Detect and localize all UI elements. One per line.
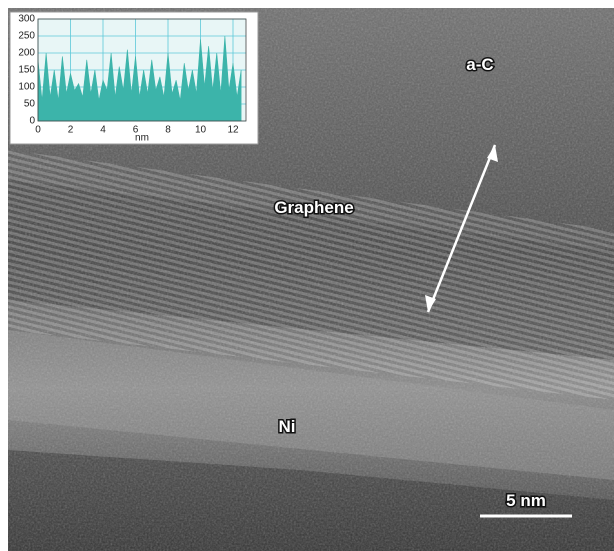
label-a-c: a-C bbox=[466, 55, 493, 74]
y-tick-label: 200 bbox=[18, 48, 35, 59]
x-tick-label: 10 bbox=[195, 125, 207, 136]
label-ni: Ni bbox=[279, 417, 296, 436]
scale-bar-label: 5 nm bbox=[506, 491, 546, 510]
x-tick-label: 0 bbox=[35, 125, 41, 136]
x-tick-label: 12 bbox=[227, 125, 239, 136]
x-tick-label: 4 bbox=[100, 125, 106, 136]
label-graphene: Graphene bbox=[274, 198, 353, 217]
y-tick-label: 300 bbox=[18, 14, 35, 25]
y-tick-label: 50 bbox=[24, 99, 36, 110]
y-tick-label: 100 bbox=[18, 82, 35, 93]
y-tick-label: 250 bbox=[18, 31, 35, 42]
x-tick-label: 2 bbox=[68, 125, 74, 136]
x-axis-label: nm bbox=[135, 133, 149, 144]
tem-image: a-C Graphene Ni 5 nm 0501001502002503000… bbox=[0, 0, 614, 551]
y-tick-label: 150 bbox=[18, 65, 35, 76]
x-tick-label: 8 bbox=[165, 125, 171, 136]
page: a-C Graphene Ni 5 nm 0501001502002503000… bbox=[0, 0, 614, 551]
